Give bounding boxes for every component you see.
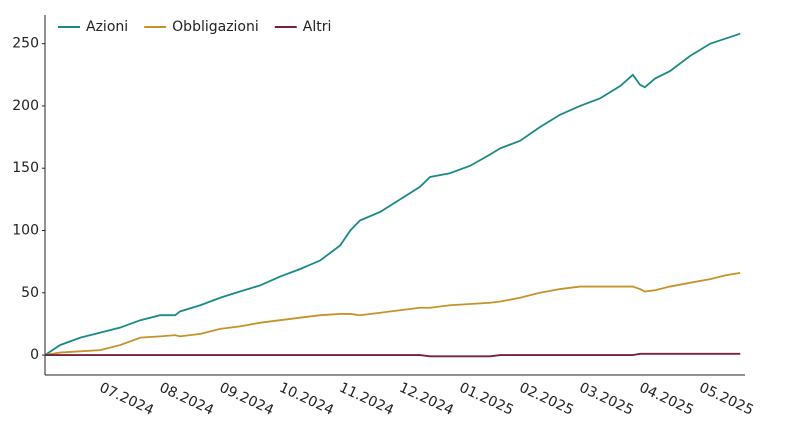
- x-tick-label: 04.2025: [637, 380, 696, 419]
- series-line: [45, 352, 741, 358]
- x-tick-label: 12.2024: [397, 380, 456, 419]
- x-tick-label: 08.2024: [157, 380, 216, 419]
- y-tick-label: 100: [12, 223, 39, 239]
- y-tick-label: 200: [12, 98, 39, 114]
- series-line: [44, 32, 741, 356]
- x-tick-label: 10.2024: [277, 380, 336, 419]
- series-line: [44, 271, 741, 356]
- x-tick-label: 02.2025: [517, 380, 576, 419]
- x-tick-label: 07.2024: [97, 380, 156, 419]
- x-tick-label: 05.2025: [697, 380, 756, 419]
- x-tick-label: 09.2024: [217, 380, 276, 419]
- y-tick-label: 50: [21, 285, 39, 301]
- x-tick-label: 03.2025: [577, 380, 636, 419]
- legend-label: Altri: [303, 19, 332, 35]
- legend-label: Azioni: [86, 19, 128, 35]
- y-tick-label: 150: [12, 160, 39, 176]
- legend-label: Obbligazioni: [172, 19, 259, 35]
- y-tick-label: 0: [30, 347, 39, 363]
- y-tick-label: 250: [12, 36, 39, 52]
- x-tick-label: 11.2024: [337, 380, 396, 419]
- x-tick-label: 01.2025: [457, 380, 516, 419]
